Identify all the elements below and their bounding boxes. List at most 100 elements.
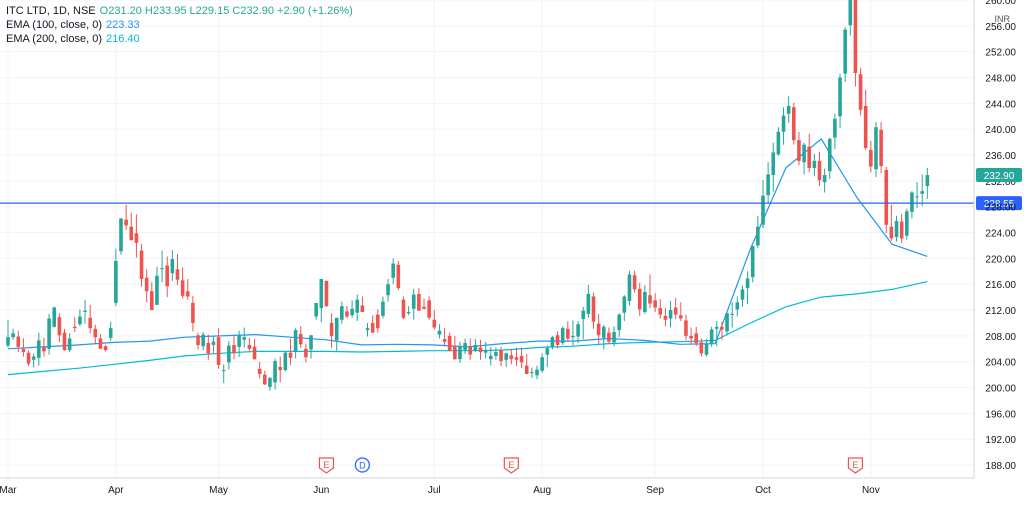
earnings-marker[interactable]: E bbox=[318, 457, 335, 474]
candle-body bbox=[894, 220, 899, 238]
candle-body bbox=[283, 352, 288, 371]
candle-body bbox=[119, 218, 123, 252]
candle-body bbox=[802, 144, 806, 163]
candle bbox=[781, 107, 786, 145]
candle-body bbox=[535, 369, 539, 376]
candle bbox=[884, 166, 889, 234]
candle-body bbox=[78, 316, 82, 325]
candle-body bbox=[766, 174, 770, 196]
candle-body bbox=[345, 311, 349, 317]
horizontal-line-layer[interactable]: 228.55 bbox=[0, 196, 1022, 211]
candle bbox=[365, 322, 370, 337]
candle-body bbox=[93, 328, 98, 338]
candle bbox=[509, 348, 514, 365]
candle bbox=[340, 301, 344, 324]
candle-body bbox=[653, 300, 657, 308]
candle bbox=[581, 306, 586, 340]
candle bbox=[129, 212, 134, 241]
x-tick-label: Oct bbox=[755, 485, 771, 496]
dividend-icon bbox=[354, 457, 371, 473]
candle-body bbox=[72, 326, 77, 329]
candle-body bbox=[761, 195, 765, 225]
candle-body bbox=[365, 328, 370, 331]
candle-body bbox=[124, 219, 128, 226]
candle bbox=[329, 313, 334, 349]
candle bbox=[740, 285, 745, 307]
dividend-marker[interactable]: D bbox=[354, 457, 371, 473]
candle bbox=[355, 294, 360, 322]
candle-body bbox=[11, 333, 15, 338]
x-tick-label: Nov bbox=[862, 485, 880, 496]
candle bbox=[596, 313, 601, 344]
candle bbox=[11, 328, 15, 340]
candle-body bbox=[483, 350, 488, 353]
candle bbox=[396, 260, 401, 291]
candle-body bbox=[643, 291, 647, 312]
candle-body bbox=[185, 291, 190, 297]
candle bbox=[314, 302, 318, 320]
candle bbox=[653, 293, 657, 312]
earnings-marker[interactable]: E bbox=[847, 457, 864, 474]
candle-body bbox=[555, 335, 560, 345]
candle bbox=[545, 345, 550, 367]
candle bbox=[47, 313, 51, 355]
candle bbox=[797, 131, 801, 166]
candle-body bbox=[57, 317, 62, 336]
candle-body bbox=[858, 74, 863, 110]
candle-body bbox=[488, 355, 493, 360]
legend-ema100-row[interactable]: EMA (100, close, 0) 223.33 bbox=[6, 18, 353, 32]
candle-body bbox=[47, 318, 51, 349]
candle bbox=[139, 244, 144, 287]
candle bbox=[725, 312, 729, 336]
candle bbox=[504, 352, 508, 367]
candle bbox=[637, 282, 642, 316]
candle bbox=[191, 295, 195, 332]
candle bbox=[216, 328, 221, 369]
candle bbox=[560, 326, 565, 345]
candle bbox=[375, 309, 380, 333]
candle-body bbox=[37, 340, 41, 358]
symbol-title[interactable]: ITC LTD, 1D, NSE bbox=[6, 5, 96, 17]
candle-body bbox=[381, 301, 385, 316]
candle bbox=[227, 341, 231, 370]
candle bbox=[201, 332, 205, 351]
candle-body bbox=[648, 295, 652, 304]
candle-body bbox=[853, 0, 858, 73]
x-tick-label: Jul bbox=[428, 485, 441, 496]
candle bbox=[442, 328, 447, 347]
candle bbox=[196, 332, 200, 350]
candle-body bbox=[750, 246, 755, 278]
candle-body bbox=[319, 279, 324, 309]
candle-body bbox=[422, 306, 426, 309]
candle bbox=[643, 285, 647, 314]
candle bbox=[607, 327, 611, 345]
candle bbox=[540, 353, 544, 373]
candle-body bbox=[237, 335, 241, 347]
candle-body bbox=[740, 289, 745, 300]
candle-body bbox=[437, 330, 442, 335]
candle bbox=[869, 140, 873, 173]
candle-body bbox=[458, 346, 462, 360]
legend-ema200-row[interactable]: EMA (200, close, 0) 216.40 bbox=[6, 32, 353, 46]
candle bbox=[6, 320, 10, 348]
candle-body bbox=[427, 300, 431, 318]
candle-body bbox=[324, 280, 329, 307]
candle bbox=[863, 89, 868, 150]
y-tick-label: 200.00 bbox=[985, 384, 1016, 395]
candle-body bbox=[370, 322, 375, 333]
candle bbox=[648, 274, 652, 309]
candle bbox=[771, 142, 776, 192]
candle-body bbox=[432, 319, 437, 328]
candle-body bbox=[232, 344, 236, 354]
candle-body bbox=[216, 337, 221, 365]
earnings-marker[interactable]: E bbox=[503, 457, 519, 474]
candle-body bbox=[98, 338, 103, 349]
hline-price-label: 228.55 bbox=[984, 199, 1015, 210]
candle bbox=[714, 321, 719, 347]
candle-body bbox=[175, 269, 180, 280]
candle-body bbox=[499, 350, 503, 362]
last-price-tag bbox=[976, 168, 1022, 183]
